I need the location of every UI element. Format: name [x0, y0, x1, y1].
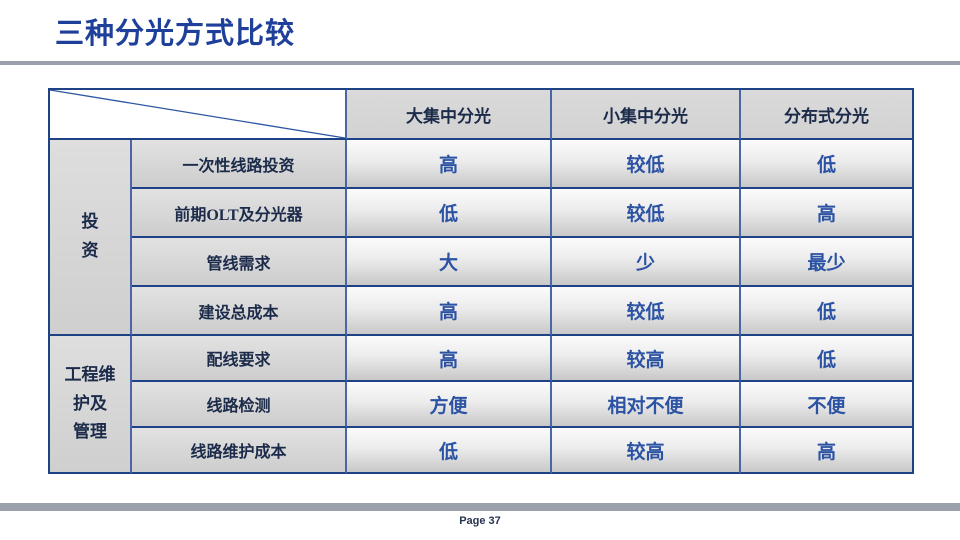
value-cell: 高 [347, 287, 552, 336]
row-label: 管线需求 [132, 238, 347, 287]
table-row: 投 资 一次性线路投资 高 较低 低 [50, 140, 914, 336]
value-cell: 不便 [741, 382, 914, 428]
value-cell: 低 [347, 189, 552, 238]
row-group-label-maintenance: 工程维 护及 管理 [50, 336, 132, 474]
column-header-fenbushi: 分布式分光 [741, 90, 914, 140]
table-row: 前期OLT及分光器 低 较低 高 [50, 189, 914, 238]
header-row: 大集中分光 小集中分光 分布式分光 [50, 90, 914, 140]
value-cell: 高 [741, 189, 914, 238]
row-label: 线路维护成本 [132, 428, 347, 474]
diagonal-corner-cell [50, 90, 347, 140]
row-label: 建设总成本 [132, 287, 347, 336]
page-number: Page 37 [459, 515, 501, 527]
value-cell: 高 [347, 140, 552, 189]
value-cell: 大 [347, 238, 552, 287]
value-cell: 方便 [347, 382, 552, 428]
value-cell: 较低 [552, 140, 741, 189]
diagonal-line [50, 90, 345, 138]
comparison-table: 大集中分光 小集中分光 分布式分光 投 资 一次性线路投资 高 较低 低 前期O… [48, 88, 914, 474]
column-header-xiaojizhong: 小集中分光 [552, 90, 741, 140]
value-cell: 较高 [552, 336, 741, 382]
slide-title: 三种分光方式比较 [55, 18, 296, 50]
row-label: 一次性线路投资 [132, 140, 347, 189]
footer-bar [0, 503, 960, 511]
value-cell: 较低 [552, 287, 741, 336]
value-cell: 低 [741, 140, 914, 189]
column-header-dajizhong: 大集中分光 [347, 90, 552, 140]
title-divider-line [0, 61, 960, 65]
value-cell: 较低 [552, 189, 741, 238]
value-cell: 少 [552, 238, 741, 287]
value-cell: 高 [741, 428, 914, 474]
table-row: 建设总成本 高 较低 低 [50, 287, 914, 336]
value-cell: 低 [741, 287, 914, 336]
table-row: 线路维护成本 低 较高 高 [50, 428, 914, 474]
table-row: 工程维 护及 管理 配线要求 高 较高 低 [50, 336, 914, 474]
table-row: 管线需求 大 少 最少 [50, 238, 914, 287]
value-cell: 最少 [741, 238, 914, 287]
row-label: 前期OLT及分光器 [132, 189, 347, 238]
row-label: 配线要求 [132, 336, 347, 382]
value-cell: 低 [347, 428, 552, 474]
row-label: 线路检测 [132, 382, 347, 428]
value-cell: 高 [347, 336, 552, 382]
value-cell: 较高 [552, 428, 741, 474]
row-group-label-investment: 投 资 [50, 140, 132, 336]
table-row: 线路检测 方便 相对不便 不便 [50, 382, 914, 428]
value-cell: 相对不便 [552, 382, 741, 428]
value-cell: 低 [741, 336, 914, 382]
